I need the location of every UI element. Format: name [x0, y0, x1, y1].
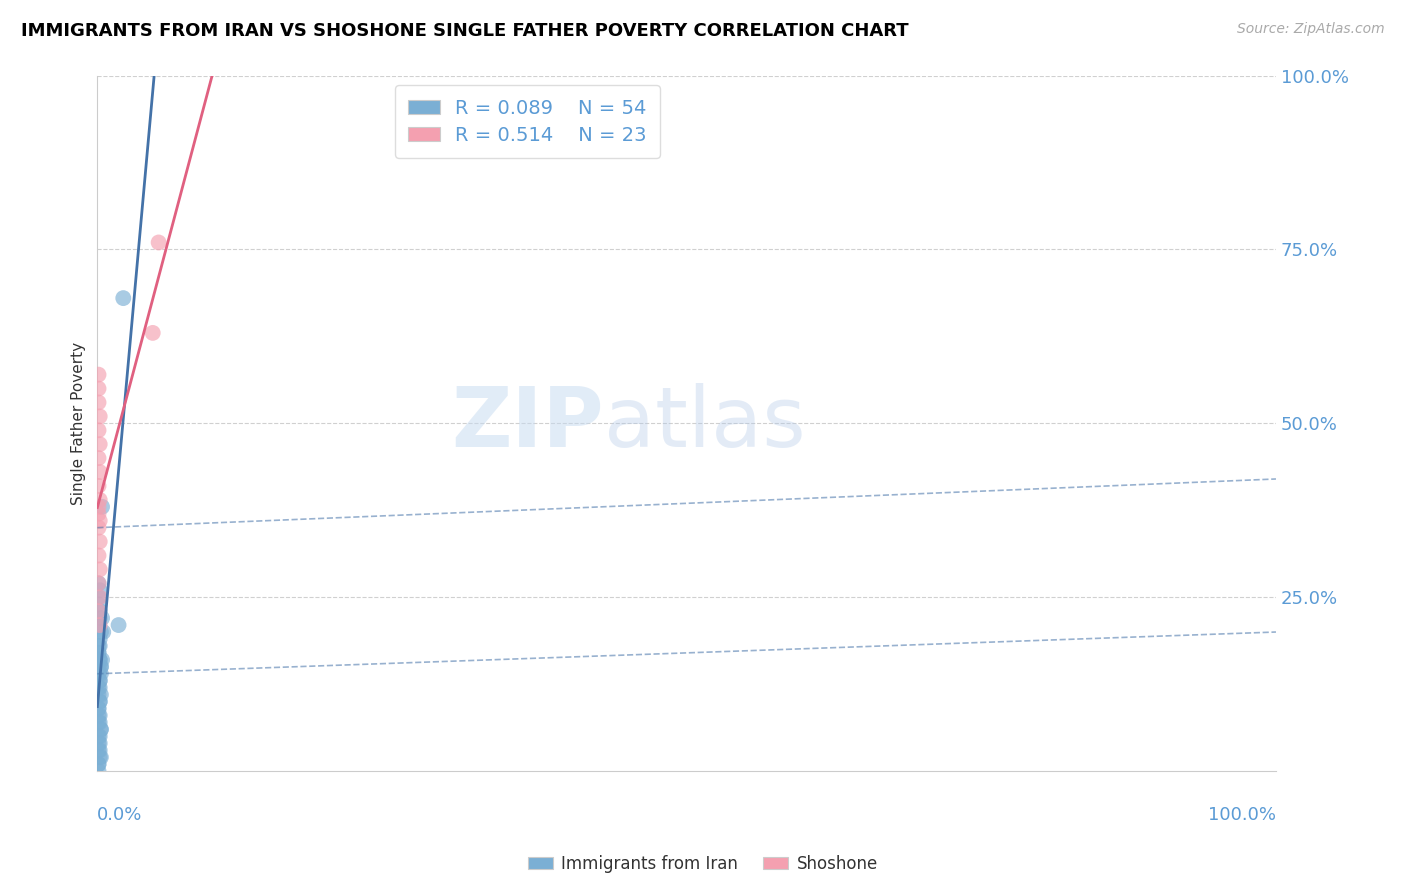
- Text: IMMIGRANTS FROM IRAN VS SHOSHONE SINGLE FATHER POVERTY CORRELATION CHART: IMMIGRANTS FROM IRAN VS SHOSHONE SINGLE …: [21, 22, 908, 40]
- Point: [87, 618, 110, 632]
- Point: [87, 576, 110, 591]
- Point: [87, 701, 110, 715]
- Point: [148, 235, 170, 250]
- Point: [87, 646, 110, 660]
- Point: [89, 653, 111, 667]
- Point: [89, 750, 111, 764]
- Point: [89, 639, 111, 653]
- Point: [87, 757, 110, 772]
- Point: [89, 583, 111, 598]
- Text: Source: ZipAtlas.com: Source: ZipAtlas.com: [1237, 22, 1385, 37]
- Point: [89, 681, 111, 695]
- Point: [87, 681, 110, 695]
- Legend: Immigrants from Iran, Shoshone: Immigrants from Iran, Shoshone: [522, 848, 884, 880]
- Point: [89, 736, 111, 750]
- Point: [87, 736, 110, 750]
- Point: [91, 625, 114, 640]
- Point: [87, 479, 110, 493]
- Text: ZIP: ZIP: [451, 383, 605, 464]
- Point: [89, 492, 111, 507]
- Point: [87, 382, 110, 396]
- Text: 0.0%: 0.0%: [97, 805, 143, 824]
- Point: [91, 653, 114, 667]
- Point: [91, 500, 114, 514]
- Point: [89, 708, 111, 723]
- Text: atlas: atlas: [605, 383, 806, 464]
- Point: [87, 604, 110, 618]
- Point: [89, 604, 111, 618]
- Legend: R = 0.089    N = 54, R = 0.514    N = 23: R = 0.089 N = 54, R = 0.514 N = 23: [395, 86, 661, 158]
- Point: [90, 688, 112, 702]
- Point: [90, 625, 112, 640]
- Point: [89, 611, 111, 625]
- Point: [87, 646, 110, 660]
- Point: [87, 730, 110, 744]
- Point: [89, 695, 111, 709]
- Point: [87, 708, 110, 723]
- Point: [90, 666, 112, 681]
- Y-axis label: Single Father Poverty: Single Father Poverty: [72, 342, 86, 505]
- Point: [89, 437, 111, 451]
- Point: [89, 591, 111, 605]
- Point: [89, 673, 111, 688]
- Point: [87, 451, 110, 466]
- Point: [90, 660, 112, 674]
- Point: [89, 715, 111, 730]
- Point: [89, 695, 111, 709]
- Point: [107, 618, 129, 632]
- Point: [89, 632, 111, 646]
- Point: [89, 673, 111, 688]
- Point: [87, 507, 110, 521]
- Point: [87, 576, 110, 591]
- Point: [89, 653, 111, 667]
- Point: [90, 723, 112, 737]
- Point: [87, 660, 110, 674]
- Point: [87, 639, 110, 653]
- Point: [87, 395, 110, 409]
- Point: [89, 743, 111, 757]
- Point: [87, 521, 110, 535]
- Point: [142, 326, 165, 340]
- Point: [87, 764, 110, 779]
- Point: [89, 562, 111, 576]
- Point: [89, 465, 111, 479]
- Point: [87, 423, 110, 437]
- Point: [87, 368, 110, 382]
- Point: [87, 743, 110, 757]
- Point: [87, 666, 110, 681]
- Point: [89, 514, 111, 528]
- Point: [87, 666, 110, 681]
- Text: 100.0%: 100.0%: [1208, 805, 1277, 824]
- Point: [87, 591, 110, 605]
- Point: [90, 723, 112, 737]
- Point: [87, 701, 110, 715]
- Point: [90, 750, 112, 764]
- Point: [87, 597, 110, 611]
- Point: [91, 611, 114, 625]
- Point: [112, 291, 135, 305]
- Point: [87, 500, 110, 514]
- Point: [89, 534, 111, 549]
- Point: [87, 688, 110, 702]
- Point: [87, 549, 110, 563]
- Point: [87, 757, 110, 772]
- Point: [89, 618, 111, 632]
- Point: [89, 730, 111, 744]
- Point: [89, 409, 111, 424]
- Point: [90, 660, 112, 674]
- Point: [87, 715, 110, 730]
